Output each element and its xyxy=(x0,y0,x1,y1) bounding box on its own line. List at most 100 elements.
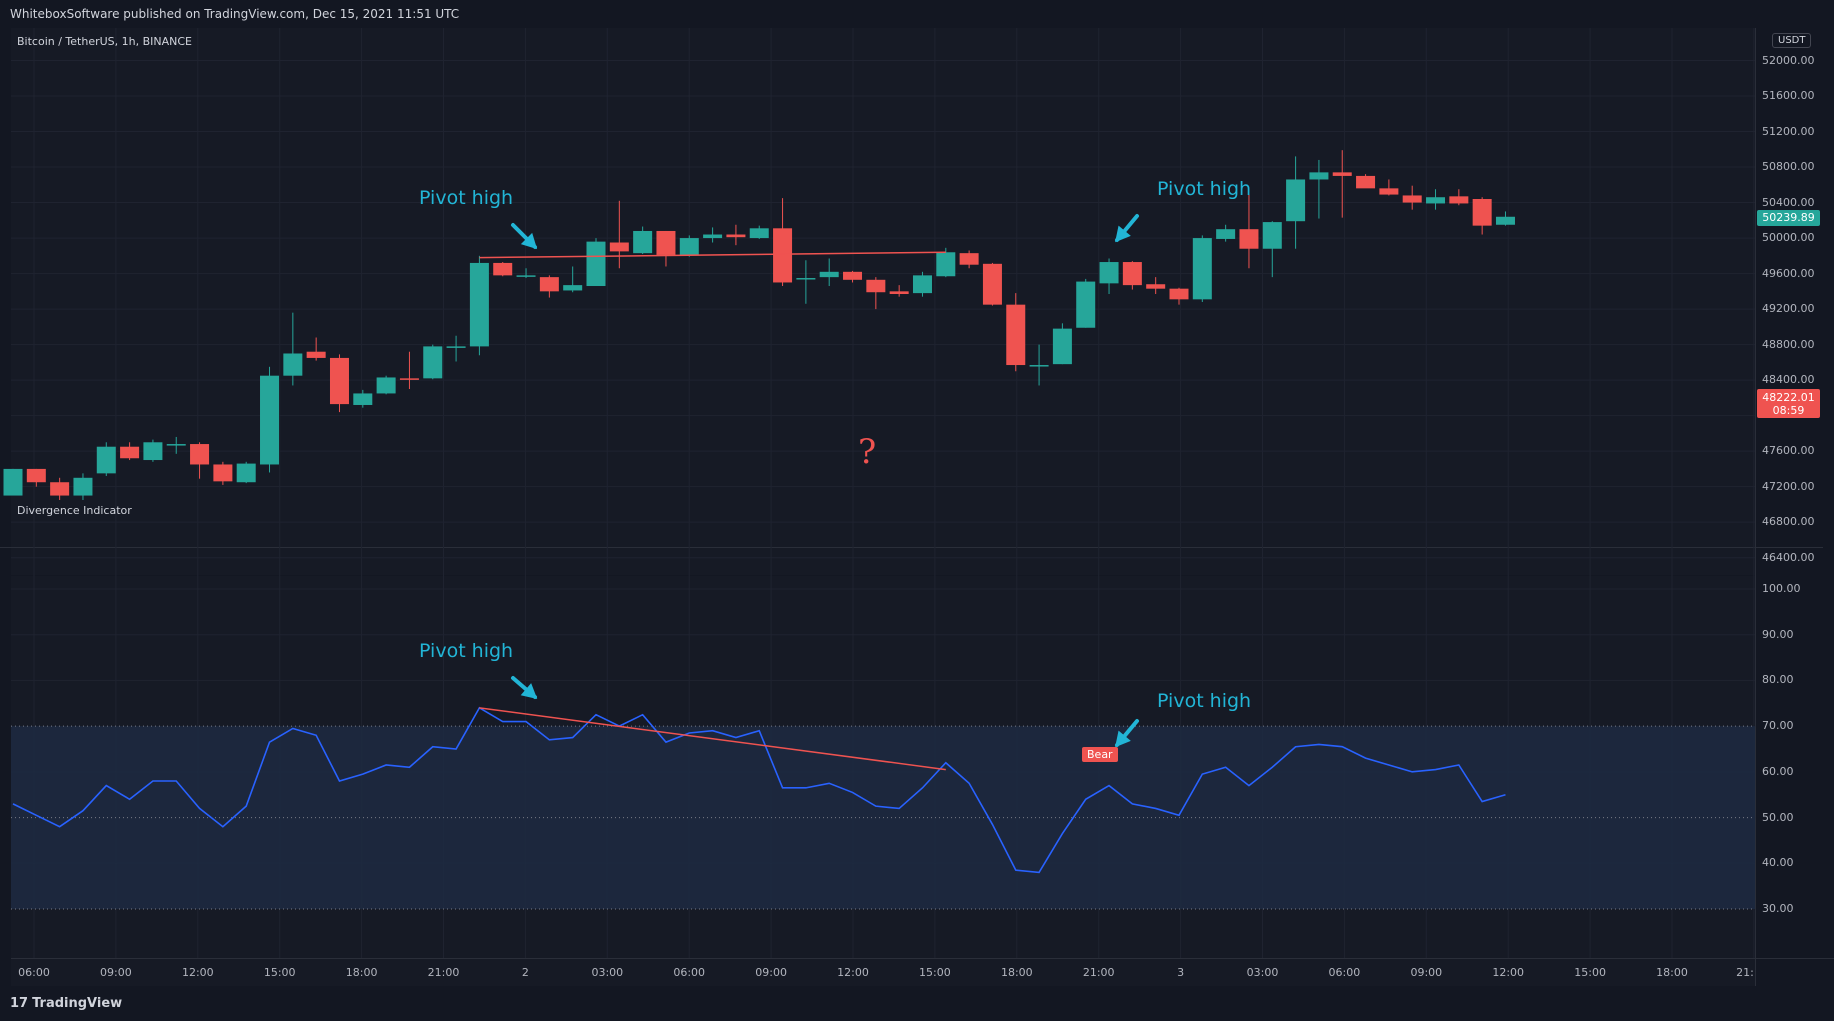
pivot-high-label-ind-right: Pivot high xyxy=(1157,690,1252,712)
price-axis-border xyxy=(1755,28,1756,986)
candle-body xyxy=(376,377,396,394)
price-tick-label: 48400.00 xyxy=(1762,373,1815,387)
candle-body xyxy=(190,444,210,465)
candle-body xyxy=(1332,172,1352,176)
time-tick-label: 15:00 xyxy=(919,966,951,979)
candle-body xyxy=(143,442,163,461)
candle-body xyxy=(50,482,70,496)
candle-body xyxy=(609,242,629,252)
candle-body xyxy=(1052,328,1072,365)
candle-body xyxy=(1216,229,1236,239)
pivot-high-label-price-left: Pivot high xyxy=(419,187,514,209)
candle-body xyxy=(1192,238,1212,300)
price-trendline xyxy=(479,251,946,259)
indicator-tick-label: 70.00 xyxy=(1762,719,1794,733)
candle-body xyxy=(726,234,746,238)
countdown-time: 08:59 xyxy=(1772,404,1805,417)
price-tick-label: 52000.00 xyxy=(1762,53,1815,67)
candle-body xyxy=(1029,365,1049,367)
arrow-ind-left-icon-head xyxy=(520,683,538,699)
pivot-high-label-price-right: Pivot high xyxy=(1157,178,1252,200)
candle-body xyxy=(353,393,373,405)
candle-body xyxy=(563,285,583,291)
indicator-tick-label: 90.00 xyxy=(1762,627,1794,641)
time-tick-label: 06:00 xyxy=(673,966,706,979)
price-tick-label: 50800.00 xyxy=(1762,160,1815,174)
time-tick-label: 3 xyxy=(1177,966,1185,979)
time-tick-label: 21:00 xyxy=(427,966,460,979)
arrow-price-left-icon-head xyxy=(520,232,538,250)
arrow-ind-right-icon-head xyxy=(1115,730,1131,748)
indicator-tick-label: 50.00 xyxy=(1762,810,1794,824)
currency-button[interactable]: USDT xyxy=(1772,33,1812,48)
time-tick-label: 09:00 xyxy=(100,966,132,979)
price-tick-label: 50400.00 xyxy=(1762,195,1815,209)
divergence-line xyxy=(479,707,946,771)
candle-body xyxy=(73,477,93,496)
price-tick-label: 46400.00 xyxy=(1762,550,1815,564)
candle-body xyxy=(982,263,1002,305)
time-tick-label: 15:00 xyxy=(263,966,296,979)
indicator-tick-label: 30.00 xyxy=(1762,902,1794,915)
candle-body xyxy=(936,252,956,277)
symbol-title[interactable]: Bitcoin / TetherUS, 1h, BINANCE xyxy=(17,35,193,48)
time-tick-label: 12:00 xyxy=(837,966,869,979)
time-tick-label: 12:00 xyxy=(181,966,214,979)
price-tick-label: 46800.00 xyxy=(1762,515,1815,529)
time-tick-label: 15:00 xyxy=(1574,966,1606,979)
candle-body xyxy=(1426,197,1446,204)
candle-body xyxy=(423,346,443,379)
candle-body xyxy=(866,279,886,293)
candle-body xyxy=(213,464,233,482)
candle-body xyxy=(1076,281,1096,328)
candle-body xyxy=(1356,175,1376,189)
pane-separator[interactable] xyxy=(0,547,1823,548)
candle-body xyxy=(3,468,23,496)
price-tick-label: 47600.00 xyxy=(1762,444,1815,458)
indicator-tick-label: 40.00 xyxy=(1762,856,1794,870)
price-tick-label: 51200.00 xyxy=(1762,124,1815,138)
bear-signal-label: Bear xyxy=(1082,747,1118,762)
footer xyxy=(0,986,1834,1021)
brand-name: TradingView xyxy=(32,996,123,1011)
candle-body xyxy=(1006,304,1026,366)
time-tick-label: 06:00 xyxy=(18,966,50,979)
candle-body xyxy=(1262,222,1282,249)
candle-body xyxy=(1379,188,1399,195)
candle-body xyxy=(1286,179,1306,222)
publish-note: WhiteboxSoftware published on TradingVie… xyxy=(10,7,460,21)
candle-body xyxy=(26,468,46,483)
candle-body xyxy=(1146,284,1166,289)
candle-body xyxy=(516,275,536,277)
candle-body xyxy=(773,228,793,283)
last-price-tag: 50239.89 xyxy=(1757,210,1820,226)
publish-header: WhiteboxSoftware published on TradingVie… xyxy=(0,0,1834,28)
indicator-title[interactable]: Divergence Indicator xyxy=(17,504,132,517)
time-tick-label: 06:00 xyxy=(1328,966,1361,979)
time-axis-border xyxy=(11,958,1834,959)
time-tick-label: 21:00 xyxy=(1082,966,1115,979)
countdown-tag: 48222.01 08:59 xyxy=(1757,389,1820,418)
time-tick-label: 18:00 xyxy=(345,966,378,979)
price-pane[interactable] xyxy=(11,28,1755,575)
candle-body xyxy=(959,253,979,265)
countdown-price: 48222.01 xyxy=(1762,391,1815,404)
time-tick-label: 18:00 xyxy=(1656,966,1688,979)
price-tick-label: 50000.00 xyxy=(1762,231,1815,245)
tradingview-logo[interactable]: 17 TradingView xyxy=(10,996,122,1011)
indicator-tick-label: 60.00 xyxy=(1762,764,1794,778)
time-tick-label: 03:00 xyxy=(1246,966,1279,979)
candle-body xyxy=(1239,229,1259,249)
price-tick-label: 47200.00 xyxy=(1762,479,1815,493)
price-tick-label: 49200.00 xyxy=(1762,302,1815,316)
candle-body xyxy=(306,351,326,358)
candle-body xyxy=(703,234,723,239)
candle-body xyxy=(1402,195,1422,203)
indicator-tick-label: 100.00 xyxy=(1762,582,1801,595)
candle-body xyxy=(1309,172,1329,180)
time-tick-label: 09:00 xyxy=(755,966,787,979)
candle-body xyxy=(446,346,466,348)
candle-body xyxy=(889,291,909,295)
time-tick-label: 18:00 xyxy=(1000,966,1033,979)
